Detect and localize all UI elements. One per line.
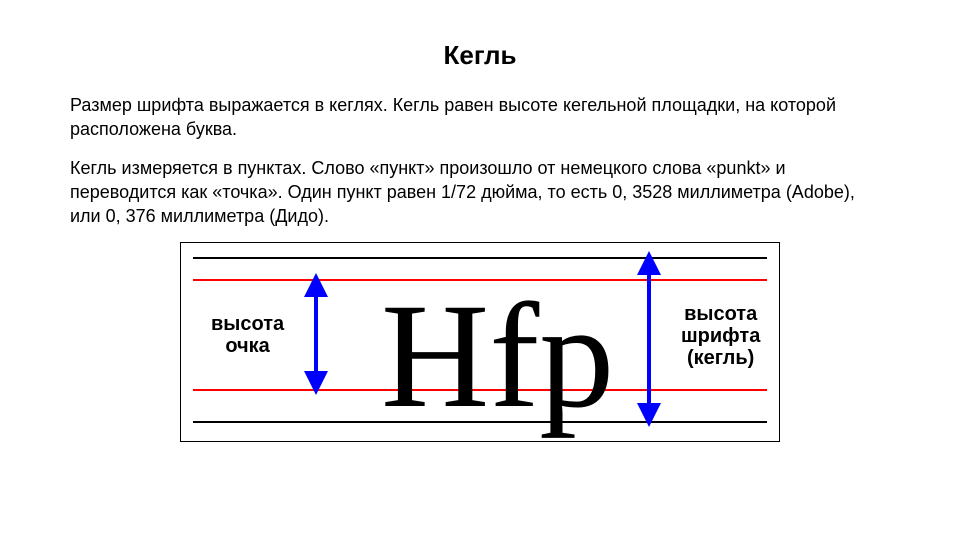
right-double-arrow-icon bbox=[629, 243, 669, 443]
left-label: высота очка bbox=[211, 313, 284, 357]
left-double-arrow-icon bbox=[296, 243, 336, 443]
right-label: высота шрифта (кегль) bbox=[681, 303, 760, 369]
kegl-diagram: Hfp bbox=[180, 242, 780, 442]
paragraph-1: Размер шрифта выражается в кеглях. Кегль… bbox=[70, 93, 890, 142]
outer-top-line bbox=[193, 257, 767, 259]
page-title: Кегль bbox=[70, 40, 890, 71]
sample-glyphs: Hfp bbox=[381, 281, 614, 431]
paragraph-2: Кегль измеряется в пунктах. Слово «пункт… bbox=[70, 156, 890, 229]
figure-container: Hfp bbox=[70, 242, 890, 442]
